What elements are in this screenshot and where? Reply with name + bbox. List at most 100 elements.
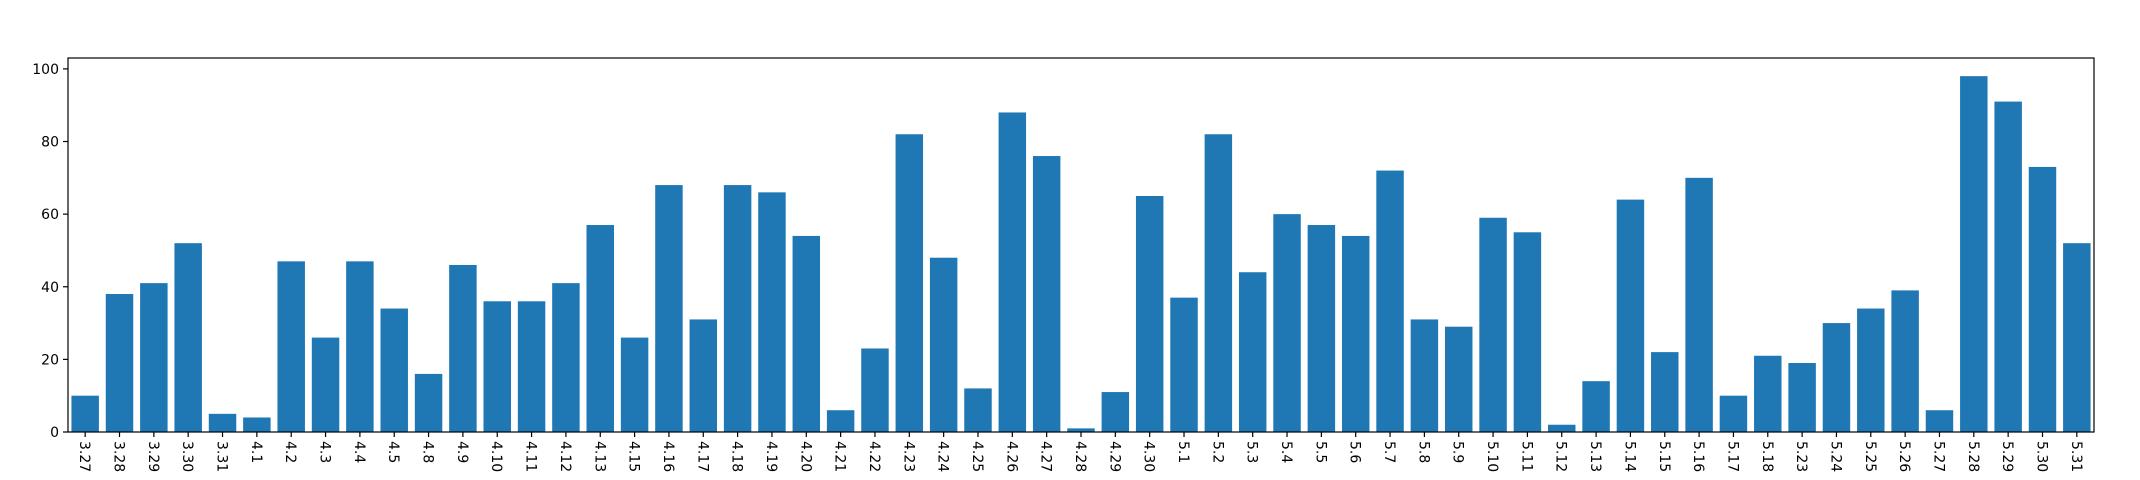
x-tick-label: 4.21 [832, 441, 848, 472]
x-tick-label: 5.11 [1518, 441, 1534, 472]
bar-5.15 [1651, 352, 1679, 432]
bar-5.1 [1170, 297, 1198, 432]
x-tick-label: 5.23 [1793, 441, 1809, 472]
x-tick-label: 5.5 [1312, 441, 1328, 463]
x-tick-label: 4.27 [1038, 441, 1054, 472]
y-tick-label: 40 [41, 280, 59, 296]
bar-5.25 [1857, 308, 1885, 432]
bar-5.10 [1479, 217, 1507, 432]
x-tick-label: 3.30 [179, 441, 195, 472]
bar-3.31 [208, 413, 237, 432]
bar-4.10 [483, 301, 511, 432]
x-tick-label: 5.15 [1656, 441, 1672, 472]
bar-5.8 [1410, 319, 1439, 432]
bar-4.20 [792, 235, 821, 432]
bar-5.26 [1891, 290, 1919, 432]
x-tick-label: 4.19 [763, 441, 779, 472]
bar-4.17 [689, 319, 718, 432]
bar-5.11 [1513, 232, 1542, 432]
bar-5.31 [2063, 243, 2091, 432]
x-tick-label: 5.2 [1209, 441, 1225, 463]
x-tick-label: 5.4 [1278, 441, 1294, 463]
x-tick-label: 5.26 [1896, 441, 1912, 472]
bar-3.30 [174, 243, 202, 432]
bar-5.5 [1307, 225, 1336, 432]
bar-5.16 [1685, 177, 1713, 432]
x-tick-label: 4.13 [591, 441, 607, 472]
bar-5.28 [1960, 76, 1988, 433]
x-tick-label: 5.12 [1553, 441, 1569, 472]
x-tick-label: 4.22 [866, 441, 882, 472]
bar-4.3 [311, 337, 340, 432]
bar-5.13 [1582, 381, 1610, 432]
bar-5.27 [1925, 410, 1954, 432]
x-tick-label: 4.20 [797, 441, 813, 472]
x-tick-label: 3.28 [111, 441, 127, 472]
bar-4.29 [1101, 392, 1130, 432]
bar-4.1 [243, 417, 271, 432]
y-tick-label: 0 [50, 425, 59, 441]
bar-4.22 [861, 348, 889, 432]
x-tick-label: 5.31 [2068, 441, 2084, 472]
bar-5.24 [1822, 323, 1851, 432]
bar-5.9 [1444, 326, 1473, 432]
x-tick-label: 4.12 [557, 441, 573, 472]
x-tick-label: 5.7 [1381, 441, 1397, 463]
bar-4.24 [929, 257, 958, 432]
x-tick-label: 3.27 [76, 441, 92, 472]
bar-5.14 [1616, 199, 1645, 432]
x-tick-label: 4.30 [1141, 441, 1157, 472]
x-tick-label: 5.10 [1484, 441, 1500, 472]
bar-4.4 [346, 261, 374, 432]
x-tick-label: 4.18 [729, 441, 745, 472]
x-tick-label: 4.28 [1072, 441, 1088, 472]
y-tick-label: 100 [32, 62, 59, 78]
x-tick-label: 4.11 [523, 441, 539, 472]
bar-5.17 [1719, 395, 1748, 432]
bar-5.18 [1754, 355, 1782, 432]
y-tick-label: 80 [41, 135, 59, 151]
x-tick-label: 5.13 [1587, 441, 1603, 472]
bar-4.19 [758, 192, 786, 432]
bar-4.23 [895, 134, 924, 432]
x-tick-label: 4.2 [282, 441, 298, 463]
bar-4.25 [964, 388, 992, 432]
bar-4.2 [277, 261, 305, 432]
x-tick-label: 4.25 [969, 441, 985, 472]
bar-4.30 [1135, 195, 1164, 432]
x-tick-label: 4.10 [488, 441, 504, 472]
bar-4.28 [1067, 428, 1095, 432]
x-tick-label: 5.28 [1965, 441, 1981, 472]
x-tick-label: 4.1 [248, 441, 264, 463]
x-tick-label: 5.9 [1450, 441, 1466, 463]
bar-5.12 [1548, 424, 1576, 432]
bar-4.11 [517, 301, 546, 432]
bar-5.4 [1273, 214, 1301, 432]
x-tick-label: 5.27 [1930, 441, 1946, 472]
y-tick-label: 20 [41, 352, 59, 368]
x-tick-label: 4.26 [1003, 441, 1019, 472]
x-tick-label: 5.25 [1862, 441, 1878, 472]
x-tick-label: 4.29 [1106, 441, 1122, 472]
x-tick-label: 4.3 [317, 441, 333, 463]
bar-4.15 [620, 337, 649, 432]
bar-5.6 [1341, 235, 1370, 432]
bar-3.29 [140, 283, 168, 432]
x-tick-label: 4.9 [454, 441, 470, 463]
bar-3.27 [71, 395, 99, 432]
x-tick-label: 5.1 [1175, 441, 1191, 463]
bar-4.16 [655, 185, 683, 432]
x-axis: 3.27 3.28 3.29 3.30 3.31 4.1 4.2 4.3 4.4 4.5 4.8 4.… [76, 432, 2084, 472]
bar-5.2 [1204, 134, 1233, 432]
bar-5.30 [2028, 166, 2057, 432]
bar-5.23 [1788, 363, 1816, 432]
x-tick-label: 5.24 [1827, 441, 1843, 472]
bar-4.12 [552, 283, 580, 432]
bar-3.28 [105, 294, 134, 432]
bar-4.18 [723, 185, 752, 432]
x-tick-label: 5.8 [1415, 441, 1431, 463]
x-tick-label: 5.18 [1759, 441, 1775, 472]
x-tick-label: 5.29 [1999, 441, 2015, 472]
bar-4.27 [1032, 156, 1061, 433]
